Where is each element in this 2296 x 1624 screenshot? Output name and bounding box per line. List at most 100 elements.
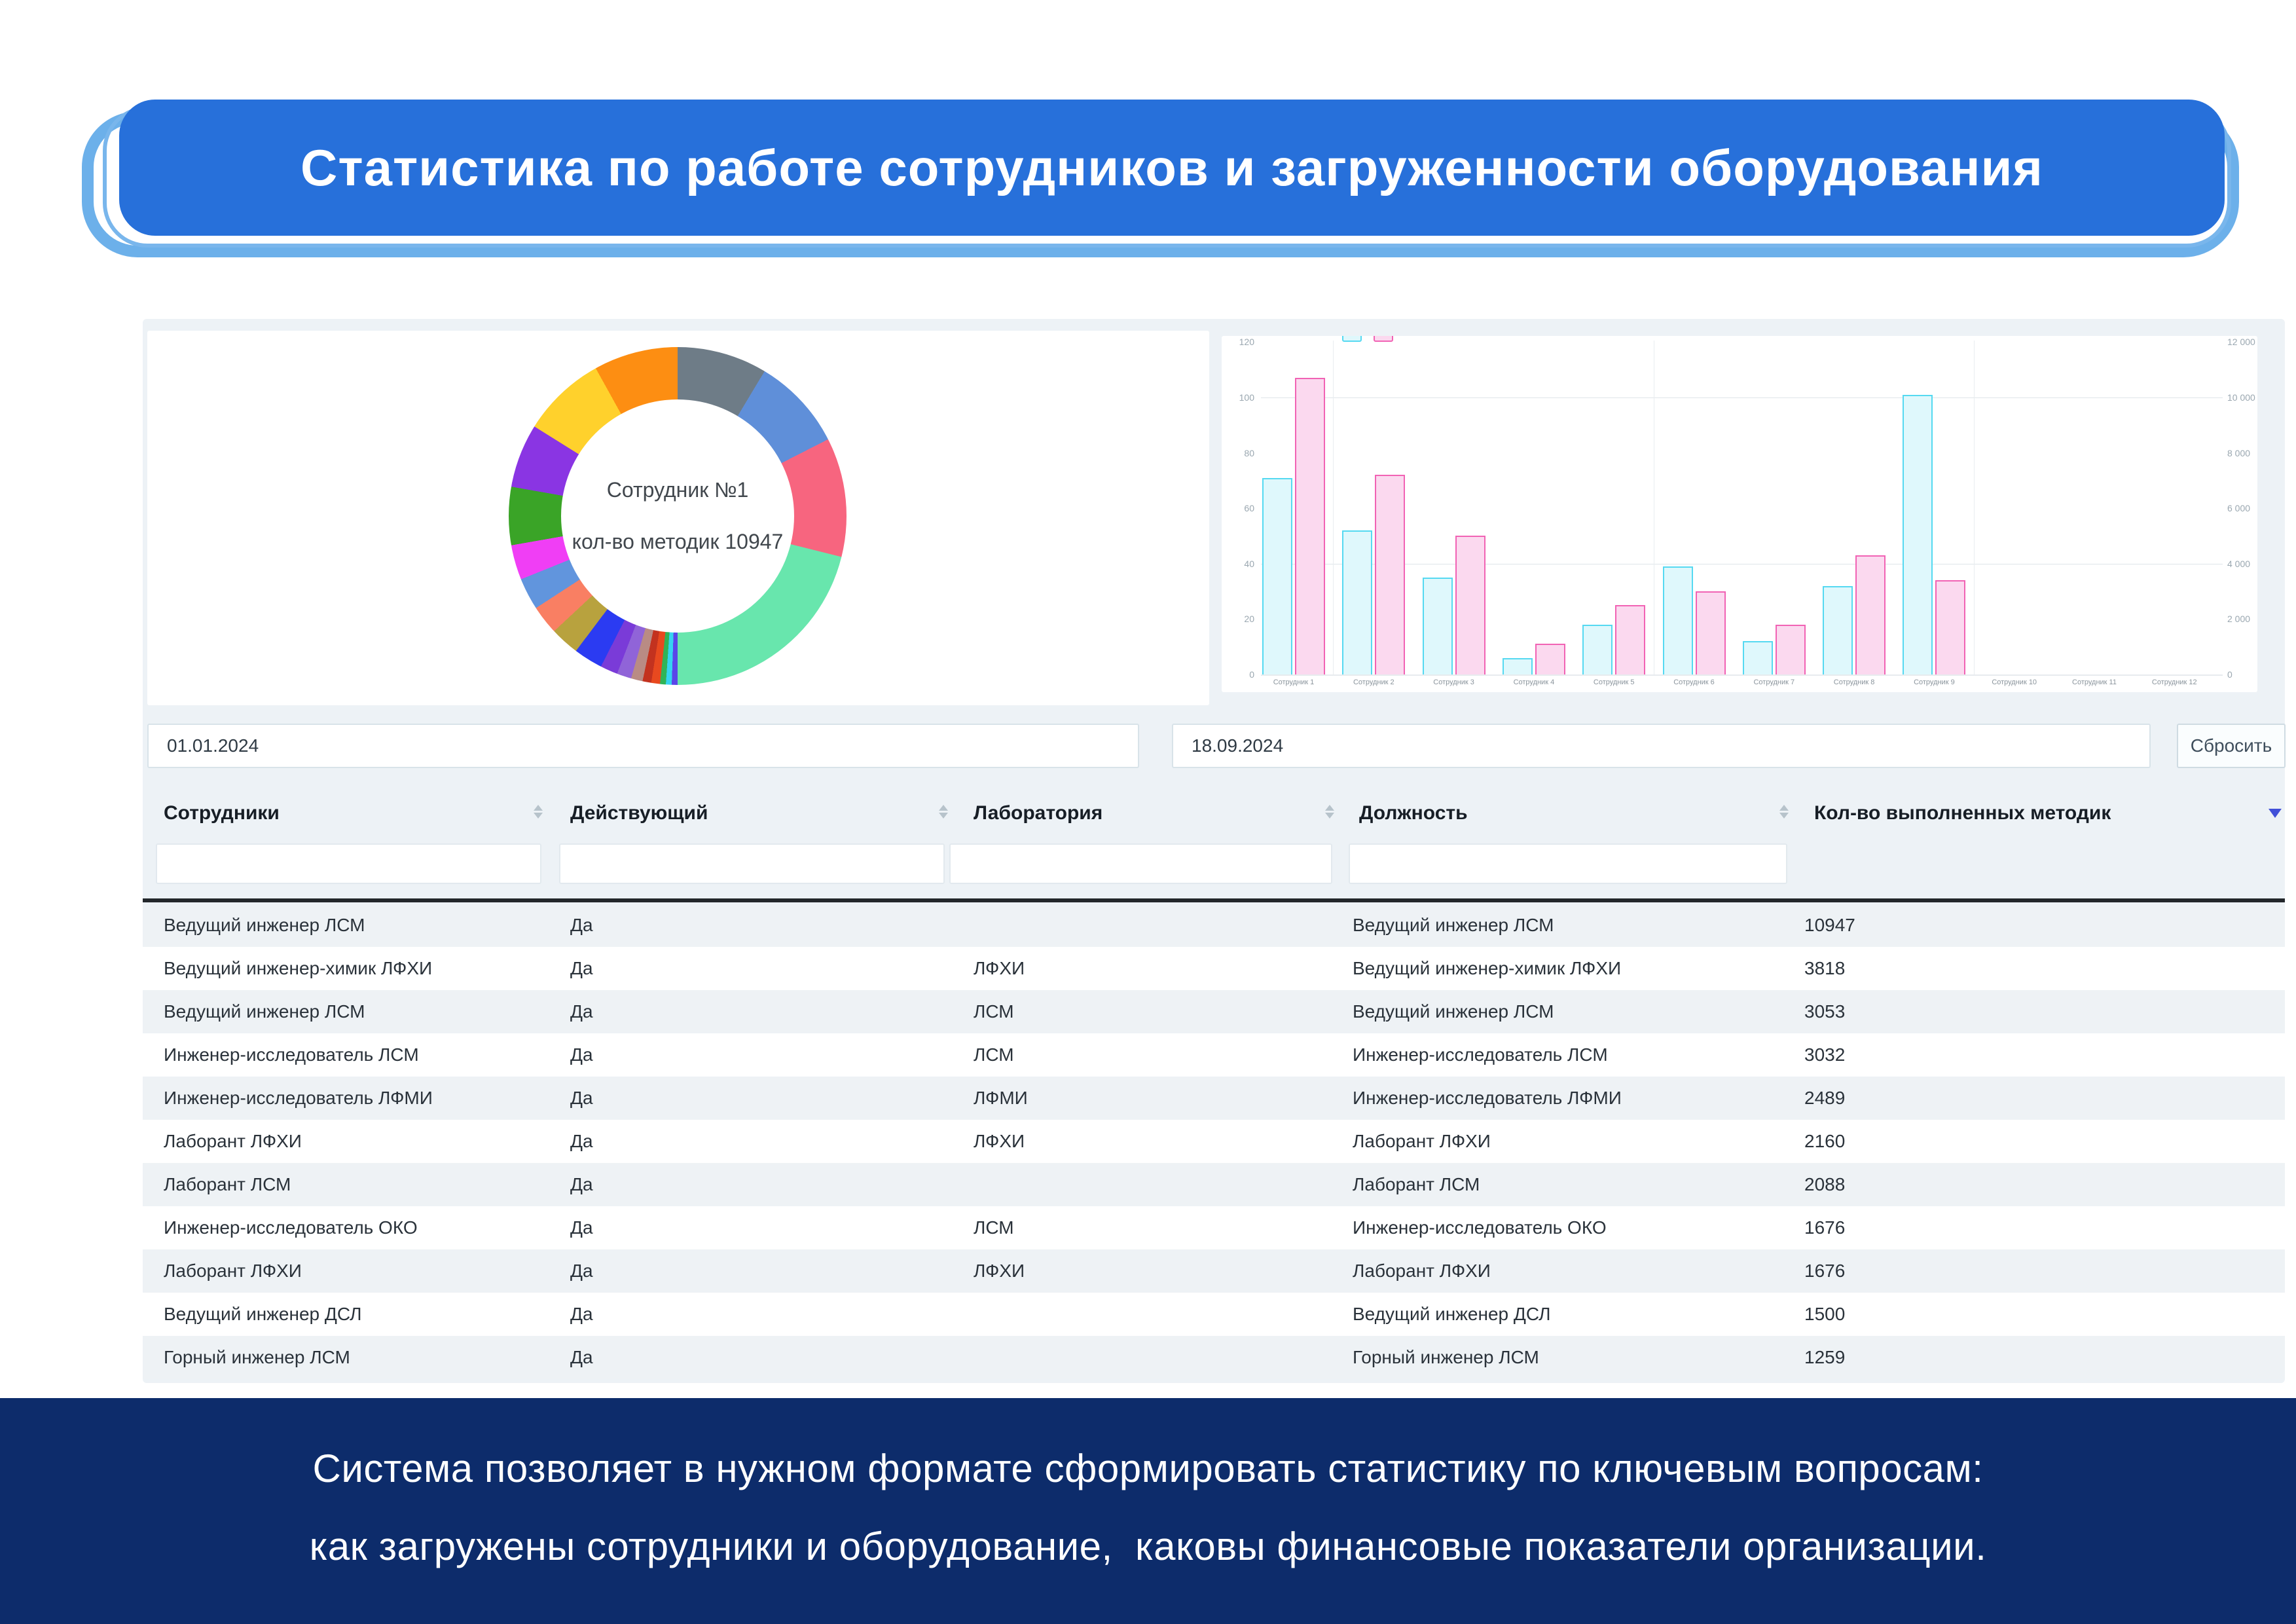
bar-series-b bbox=[1935, 580, 1966, 674]
table-row[interactable]: Ведущий инженер ДСЛ Да Ведущий инженер ДСЛ… bbox=[143, 1293, 2285, 1336]
table-row[interactable]: Лаборант ЛФХИ Да ЛФХИ Лаборант ЛФХИ 2160 bbox=[143, 1120, 2285, 1163]
table-cell: Да bbox=[570, 1088, 593, 1108]
chart-legend bbox=[1342, 336, 1393, 342]
x-axis-tick: Сотрудник 9 bbox=[1914, 678, 1955, 686]
bar-chart-card: 120 12 000 100 10 000 80 8 000 60 6 000 40 4 000 2… bbox=[1222, 336, 2257, 692]
table-cell: Да bbox=[570, 958, 593, 978]
table-cell: 1676 bbox=[1804, 1261, 1846, 1281]
footer-line-2: как загружены сотрудники и оборудование,… bbox=[309, 1524, 1987, 1568]
table-row[interactable]: Горный инженер ЛСМ Да Горный инженер ЛСМ 12… bbox=[143, 1336, 2285, 1379]
date-from-input[interactable] bbox=[147, 724, 1139, 768]
table-cell: Да bbox=[570, 1174, 593, 1194]
x-axis-tick: Сотрудник 12 bbox=[2151, 678, 2197, 686]
column-header-methods[interactable]: Кол-во выполненных методик bbox=[1814, 802, 2111, 824]
table-row[interactable]: Лаборант ЛСМ Да Лаборант ЛСМ 2088 bbox=[143, 1163, 2285, 1206]
column-filter-input[interactable] bbox=[559, 843, 945, 884]
bar-series-b bbox=[1855, 555, 1886, 674]
table-row[interactable]: Ведущий инженер ЛСМ Да ЛСМ Ведущий инженер … bbox=[143, 990, 2285, 1033]
sort-icon[interactable] bbox=[534, 805, 543, 819]
date-to-input[interactable] bbox=[1172, 724, 2151, 768]
table-header-divider bbox=[143, 898, 2285, 902]
sort-icon[interactable] bbox=[939, 805, 948, 819]
right-axis-tick: 8 000 bbox=[2227, 447, 2251, 458]
table-cell: ЛФМИ bbox=[974, 1088, 1028, 1108]
bar-series-b bbox=[1455, 536, 1485, 674]
column-header-laboratory[interactable]: Лаборатория bbox=[974, 802, 1103, 824]
x-axis-tick: Сотрудник 11 bbox=[2072, 678, 2117, 686]
table-row[interactable]: Инженер-исследователь ЛФМИ Да ЛФМИ Инженер-… bbox=[143, 1077, 2285, 1120]
table-cell: Инженер-исследователь ОКО bbox=[1353, 1217, 1607, 1238]
column-header-employees[interactable]: Сотрудники bbox=[164, 802, 280, 824]
right-axis-tick: 12 000 bbox=[2227, 337, 2255, 348]
bar-series-a bbox=[1742, 641, 1773, 674]
right-axis-tick: 10 000 bbox=[2227, 392, 2255, 403]
right-axis-tick: 2 000 bbox=[2227, 614, 2251, 625]
table-cell: Горный инженер ЛСМ bbox=[164, 1347, 350, 1367]
table-cell: Ведущий инженер ДСЛ bbox=[164, 1304, 362, 1324]
footer-line-1: Система позволяет в нужном формате сформ… bbox=[312, 1447, 1984, 1490]
bar-series-a bbox=[1582, 625, 1613, 674]
table-row[interactable]: Ведущий инженер-химик ЛФХИ Да ЛФХИ Ведущий … bbox=[143, 947, 2285, 990]
donut-center-label: Сотрудник №1 кол-во методик 10947 bbox=[561, 399, 794, 633]
x-axis-tick: Сотрудник 10 bbox=[1992, 678, 2037, 686]
table-cell: Лаборант ЛФХИ bbox=[164, 1261, 302, 1281]
bar-chart-plot bbox=[1261, 341, 2223, 676]
table-cell: 3053 bbox=[1804, 1001, 1846, 1022]
column-filter-input[interactable] bbox=[1349, 843, 1787, 884]
left-axis-tick: 20 bbox=[1244, 614, 1254, 625]
table-cell: ЛФХИ bbox=[974, 958, 1025, 978]
table-cell: Лаборант ЛФХИ bbox=[1353, 1261, 1491, 1281]
gridline bbox=[1974, 341, 1975, 674]
x-axis-tick: Сотрудник 2 bbox=[1353, 678, 1394, 686]
column-filter-input[interactable] bbox=[156, 843, 541, 884]
table-row[interactable]: Инженер-исследователь ЛСМ Да ЛСМ Инженер-ис… bbox=[143, 1033, 2285, 1077]
bar-series-b bbox=[1535, 644, 1565, 674]
x-axis-tick: Сотрудник 1 bbox=[1273, 678, 1315, 686]
table-cell: Ведущий инженер ЛСМ bbox=[1353, 915, 1554, 935]
table-cell: Да bbox=[570, 915, 593, 935]
table-cell: Ведущий инженер ЛСМ bbox=[164, 915, 365, 935]
bar-series-b bbox=[1615, 605, 1646, 674]
x-axis-tick: Сотрудник 6 bbox=[1673, 678, 1715, 686]
table-cell: 2489 bbox=[1804, 1088, 1846, 1108]
table-cell: Да bbox=[570, 1001, 593, 1022]
column-header-position[interactable]: Должность bbox=[1359, 802, 1468, 824]
table-cell: Инженер-исследователь ОКО bbox=[164, 1217, 418, 1238]
gridline bbox=[1261, 397, 2223, 398]
table-row[interactable]: Лаборант ЛФХИ Да ЛФХИ Лаборант ЛФХИ 1676 bbox=[143, 1249, 2285, 1293]
table-cell: Инженер-исследователь ЛСМ bbox=[1353, 1044, 1608, 1065]
table-cell: 3032 bbox=[1804, 1044, 1846, 1065]
donut-chart-card: Сотрудник №1 кол-во методик 10947 bbox=[147, 331, 1209, 705]
x-axis-tick: Сотрудник 3 bbox=[1433, 678, 1474, 686]
table-cell: Лаборант ЛСМ bbox=[164, 1174, 291, 1194]
table-cell: ЛСМ bbox=[974, 1217, 1014, 1238]
left-axis-tick: 100 bbox=[1239, 392, 1254, 403]
table-cell: Да bbox=[570, 1044, 593, 1065]
sort-icon[interactable] bbox=[1325, 805, 1334, 819]
bar-series-a bbox=[1262, 478, 1292, 674]
table-row[interactable]: Ведущий инженер ЛСМ Да Ведущий инженер ЛСМ… bbox=[143, 904, 2285, 947]
bar-series-a bbox=[1502, 658, 1533, 674]
table-cell: 2088 bbox=[1804, 1174, 1846, 1194]
right-axis-tick: 6 000 bbox=[2227, 503, 2251, 514]
left-axis-tick: 120 bbox=[1239, 337, 1254, 348]
table-cell: Ведущий инженер-химик ЛФХИ bbox=[164, 958, 433, 978]
reset-button[interactable]: Сбросить bbox=[2177, 724, 2286, 768]
sort-icon[interactable] bbox=[1779, 805, 1789, 819]
right-axis-tick: 4 000 bbox=[2227, 558, 2251, 569]
left-axis-tick: 80 bbox=[1244, 447, 1254, 458]
filter-menu-icon[interactable] bbox=[2269, 809, 2282, 818]
table-cell: Да bbox=[570, 1347, 593, 1367]
page-title: Статистика по работе сотрудников и загру… bbox=[301, 138, 2043, 196]
table-row[interactable]: Инженер-исследователь ОКО Да ЛСМ Инженер-ис… bbox=[143, 1206, 2285, 1249]
bar-series-b bbox=[1775, 625, 1806, 674]
table-cell: Инженер-исследователь ЛСМ bbox=[164, 1044, 419, 1065]
table-cell: ЛСМ bbox=[974, 1001, 1014, 1022]
bar-series-a bbox=[1342, 530, 1373, 674]
column-filter-input[interactable] bbox=[949, 843, 1332, 884]
dashboard-panel: Сотрудник №1 кол-во методик 10947 120 12 … bbox=[143, 319, 2286, 1383]
bar-series-a bbox=[1662, 566, 1693, 674]
column-header-active[interactable]: Действующий bbox=[570, 802, 708, 824]
table-cell: ЛФХИ bbox=[974, 1131, 1025, 1151]
